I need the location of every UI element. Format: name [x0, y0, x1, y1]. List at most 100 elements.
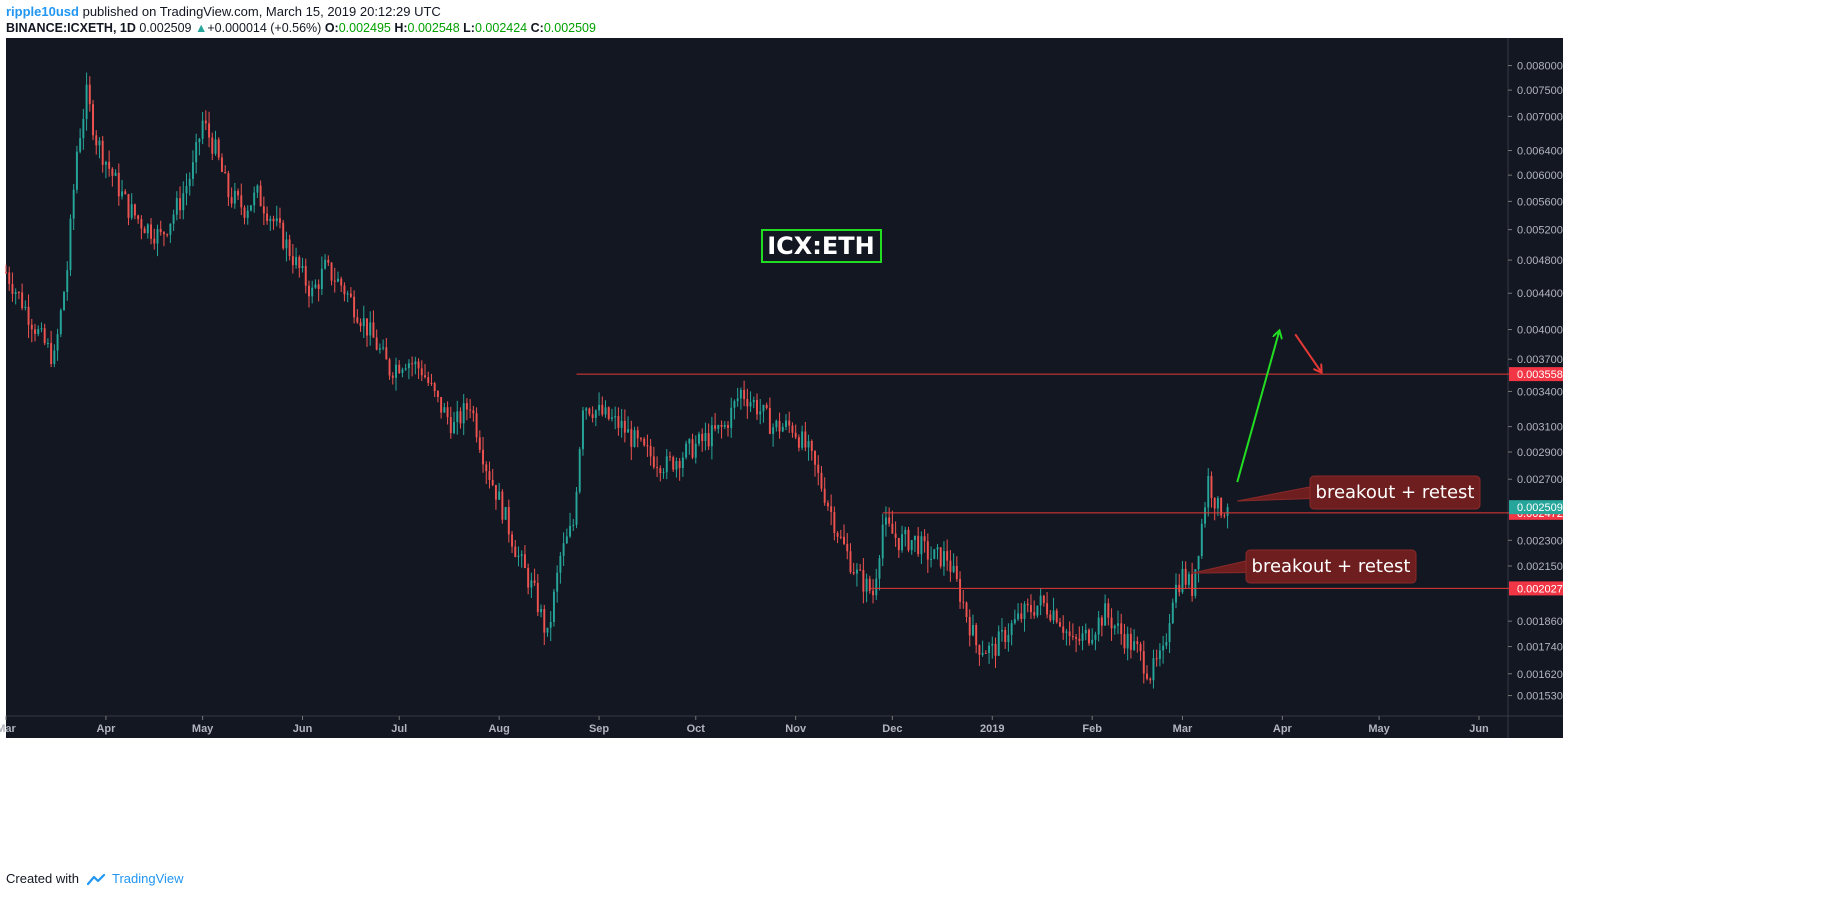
- candle-body: [936, 547, 939, 550]
- candle-body: [46, 343, 49, 345]
- candle-body: [910, 540, 913, 551]
- candle-body: [981, 652, 984, 655]
- candle-body: [482, 449, 484, 465]
- candle-body: [791, 425, 794, 433]
- candle-body: [1075, 636, 1078, 639]
- candle-body: [965, 602, 968, 617]
- candle-body: [204, 120, 207, 124]
- candle-body: [714, 425, 717, 429]
- candle-body: [401, 369, 404, 373]
- time-tick-label: 2019: [980, 723, 1004, 735]
- bullish-arrow-icon[interactable]: [1236, 331, 1279, 483]
- candle-body: [407, 363, 410, 369]
- candle-body: [549, 621, 552, 628]
- candle-body: [214, 139, 217, 154]
- price-tick-label: 0.001860: [1517, 616, 1563, 628]
- callout-annotation[interactable]: breakout + retest: [1192, 549, 1417, 584]
- candle-body: [594, 410, 597, 419]
- candle-body: [669, 456, 671, 458]
- candle-body: [372, 322, 375, 338]
- candle-body: [1204, 507, 1206, 524]
- candle-body: [888, 517, 891, 524]
- time-tick-label: Mar: [1173, 723, 1193, 735]
- candle-body: [1007, 634, 1010, 642]
- candle-body: [659, 468, 662, 474]
- candle-body: [1175, 584, 1177, 603]
- plot-area[interactable]: [6, 38, 1563, 738]
- candle-body: [485, 464, 488, 472]
- candle-body: [672, 457, 675, 470]
- price-tick-label: 0.005200: [1517, 225, 1563, 237]
- price-axis[interactable]: 0.008000 0.007500 0.007000 0.006400 0.006000…: [1508, 61, 1563, 703]
- candle-body: [301, 265, 304, 269]
- candle-body: [179, 198, 182, 211]
- candle-body: [833, 511, 836, 534]
- candle-body: [781, 426, 784, 432]
- candle-body: [1117, 623, 1119, 626]
- candle-body: [5, 272, 7, 274]
- time-axis[interactable]: Mar Apr May Jun Jul Aug Sep Oct Nov Dec 2019 Feb Mar…: [0, 716, 1489, 735]
- candle-body: [930, 558, 933, 560]
- candle-body: [717, 425, 720, 429]
- candle-body: [720, 425, 723, 427]
- candle-body: [446, 407, 449, 418]
- candle-body: [1133, 641, 1136, 650]
- candle-body: [530, 580, 533, 588]
- candle-body: [1194, 569, 1197, 596]
- candle-body: [942, 551, 945, 567]
- candle-body: [465, 403, 468, 410]
- candle-body: [166, 234, 169, 236]
- candle-body: [801, 431, 804, 448]
- candle-body: [124, 191, 127, 195]
- candle-body: [591, 414, 594, 419]
- price-tick-label: 0.003100: [1517, 422, 1563, 434]
- candle-body: [1142, 651, 1145, 674]
- candle-body: [968, 616, 971, 636]
- candle-body: [72, 189, 75, 219]
- candle-body: [1068, 631, 1071, 637]
- price-tick-label: 0.005600: [1517, 196, 1563, 208]
- candle-body: [807, 441, 810, 448]
- candle-body: [456, 411, 459, 423]
- candle-body: [723, 425, 726, 427]
- candle-body: [623, 420, 626, 433]
- candle-body: [569, 525, 572, 537]
- candle-body: [440, 396, 443, 413]
- candle-body: [859, 569, 862, 571]
- chart-title: ICX:ETH: [767, 232, 875, 260]
- candle-body: [469, 409, 472, 411]
- candle-body: [498, 491, 501, 500]
- candle-body: [517, 555, 520, 557]
- candle-body: [272, 218, 275, 222]
- tradingview-brand[interactable]: TradingView: [112, 871, 184, 886]
- chart-background: [6, 38, 1563, 738]
- candle-body: [1100, 617, 1103, 626]
- bearish-arrow-icon[interactable]: [1294, 333, 1321, 371]
- candle-body: [923, 536, 926, 542]
- candle-body: [527, 567, 530, 588]
- candle-body: [643, 438, 646, 446]
- candle-body: [884, 517, 887, 525]
- candle-body: [353, 296, 356, 318]
- low-value: 0.002424: [474, 21, 528, 35]
- candle-body: [133, 204, 136, 216]
- candle-body: [424, 375, 426, 378]
- time-tick-label: Nov: [785, 723, 807, 735]
- candle-body: [1110, 617, 1113, 629]
- callout-annotation[interactable]: breakout + retest: [1237, 475, 1481, 510]
- candle-body: [156, 229, 159, 244]
- candle-body: [85, 84, 88, 119]
- candle-body: [794, 432, 797, 438]
- candle-body: [572, 524, 575, 526]
- candle-body: [1097, 617, 1100, 635]
- candle-body: [488, 471, 491, 480]
- candle-body: [559, 555, 562, 573]
- candle-body: [37, 329, 40, 334]
- candle-body: [778, 420, 781, 432]
- candle-body: [1165, 641, 1168, 646]
- candle-body: [1059, 622, 1061, 627]
- candle-body: [1113, 625, 1116, 629]
- candle-body: [627, 429, 630, 433]
- publisher-name[interactable]: ripple10usd: [6, 4, 79, 19]
